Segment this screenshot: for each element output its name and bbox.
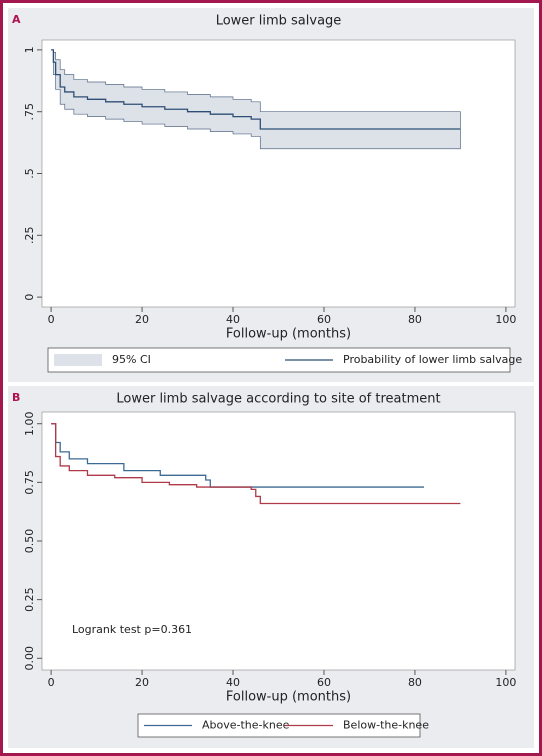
km-curve xyxy=(51,423,461,505)
y-tick-label: 0 xyxy=(23,294,36,301)
plot-area xyxy=(41,39,516,308)
panel-label: B xyxy=(12,391,20,404)
x-tick-label: 80 xyxy=(408,313,422,326)
y-tick-label: 1.00 xyxy=(23,411,36,436)
chart-title: Lower limb salvage xyxy=(216,14,342,29)
panel-label: A xyxy=(12,13,21,26)
x-tick-label: 60 xyxy=(317,313,331,326)
y-tick-label: .5 xyxy=(23,168,36,179)
x-tick-label: 100 xyxy=(495,676,516,689)
x-tick-label: 20 xyxy=(135,676,149,689)
y-tick-label: 0.50 xyxy=(23,529,36,554)
legend-label: Probability of lower limb salvage xyxy=(343,353,522,366)
x-tick-label: 0 xyxy=(48,313,55,326)
x-tick-label: 20 xyxy=(135,313,149,326)
legend-label: 95% CI xyxy=(112,353,151,366)
x-tick-label: 80 xyxy=(408,676,422,689)
y-tick-label: .75 xyxy=(23,103,36,121)
legend-box xyxy=(137,713,421,738)
x-tick-label: 40 xyxy=(226,676,240,689)
x-tick-label: 60 xyxy=(317,676,331,689)
x-axis-label: Follow-up (months) xyxy=(226,690,351,705)
km-curve xyxy=(51,423,425,488)
plot-area xyxy=(41,411,516,671)
x-tick-label: 100 xyxy=(495,313,516,326)
legend-swatch xyxy=(54,354,102,366)
x-tick-label: 0 xyxy=(48,676,55,689)
legend-label: Above-the-knee xyxy=(202,719,290,732)
x-axis-label: Follow-up (months) xyxy=(226,327,351,342)
chart-title: Lower limb salvage according to site of … xyxy=(116,392,440,407)
y-tick-label: 0.75 xyxy=(23,470,36,495)
y-tick-label: 1 xyxy=(23,46,36,53)
legend-box xyxy=(47,347,511,373)
ci-band xyxy=(51,49,461,150)
km-curve xyxy=(51,49,461,130)
annotation: Logrank test p=0.361 xyxy=(72,623,192,636)
y-tick-label: 0.25 xyxy=(23,587,36,612)
y-tick-label: .25 xyxy=(23,227,36,245)
y-tick-label: 0.00 xyxy=(23,646,36,671)
x-tick-label: 40 xyxy=(226,313,240,326)
legend-label: Below-the-knee xyxy=(343,719,429,732)
